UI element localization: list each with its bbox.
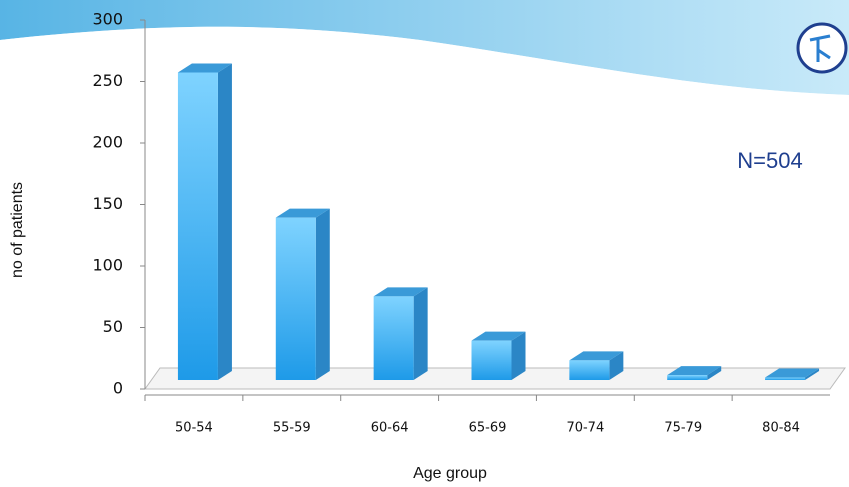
bar-side — [413, 287, 428, 380]
bar-top — [177, 63, 232, 73]
bar — [765, 377, 806, 380]
decor-band — [0, 26, 849, 101]
x-tick-label: 80-84 — [762, 421, 800, 436]
x-tick-label: 60-64 — [371, 421, 409, 436]
bar-top — [765, 368, 820, 378]
bar — [275, 217, 316, 380]
decor-wave — [0, 0, 849, 95]
y-tick-label: 250 — [92, 71, 123, 90]
x-tick-label: 55-59 — [273, 421, 311, 436]
bar — [667, 375, 708, 380]
bar-top — [569, 351, 624, 361]
y-tick-label: 0 — [113, 379, 123, 398]
logo-figure — [809, 34, 831, 62]
x-axis-title: Age group — [413, 465, 487, 482]
bar-side — [511, 331, 526, 380]
bar — [471, 340, 512, 380]
y-tick-label: 150 — [92, 194, 123, 213]
annotation: N=504 — [737, 148, 802, 173]
bar — [373, 296, 414, 380]
bar-top — [275, 208, 330, 218]
bar-side — [217, 63, 232, 380]
logo — [796, 22, 848, 74]
bar-top — [471, 331, 526, 341]
bar-side — [315, 208, 330, 380]
bar-top — [373, 287, 428, 297]
y-tick-label: 300 — [92, 10, 123, 29]
bar-side — [707, 366, 722, 380]
x-tick-label: 50-54 — [175, 421, 213, 436]
bar-side — [609, 351, 624, 380]
bar-top — [667, 366, 722, 376]
y-tick-label: 100 — [92, 256, 123, 275]
y-tick-label: 200 — [92, 133, 123, 152]
bar — [177, 72, 218, 380]
x-tick-label: 70-74 — [566, 421, 604, 436]
y-axis-title: no of patients — [9, 182, 26, 278]
bar-side — [805, 368, 820, 380]
x-tick-label: 75-79 — [664, 421, 702, 436]
y-tick-label: 50 — [103, 317, 123, 336]
bar — [569, 360, 610, 380]
x-tick-label: 65-69 — [469, 421, 507, 436]
